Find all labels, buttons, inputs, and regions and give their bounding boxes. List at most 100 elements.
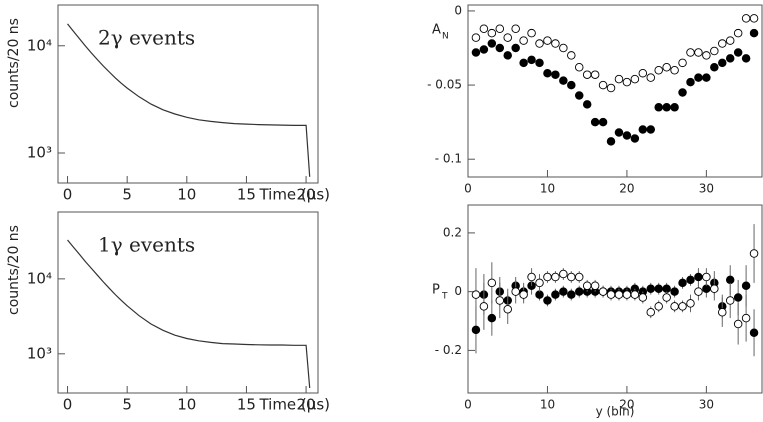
data-point xyxy=(710,63,719,72)
y-tick-label: - 0.05 xyxy=(427,78,462,92)
x-tick-label: 0 xyxy=(63,396,73,414)
data-point xyxy=(614,128,624,137)
decay-curve xyxy=(67,239,311,389)
data-point xyxy=(694,48,703,57)
data-point xyxy=(606,137,616,146)
data-point xyxy=(567,80,576,90)
x-tick-label: 20 xyxy=(619,398,634,412)
data-point xyxy=(678,88,687,97)
data-point xyxy=(733,48,743,57)
x-tick-label: 20 xyxy=(619,182,634,196)
data-point xyxy=(551,70,560,79)
data-point xyxy=(694,287,703,296)
data-point xyxy=(670,287,679,296)
data-point xyxy=(551,39,560,48)
data-point xyxy=(686,77,695,87)
data-point xyxy=(511,43,520,53)
data-point xyxy=(590,281,600,291)
x-tick-label: 5 xyxy=(122,396,132,414)
data-point xyxy=(559,43,568,53)
data-point xyxy=(503,33,512,42)
data-point xyxy=(622,77,632,87)
data-point xyxy=(551,290,560,299)
data-point xyxy=(590,117,600,127)
plot-frame xyxy=(57,4,319,184)
data-point xyxy=(702,272,711,282)
data-point xyxy=(543,272,552,282)
y-tick-label: 10⁴ xyxy=(27,36,52,54)
data-point xyxy=(654,103,663,112)
y-tick-label: 10⁴ xyxy=(27,269,52,287)
data-point xyxy=(559,76,568,85)
x-tick-label: 0 xyxy=(63,186,73,204)
panel: 0 10 20 30 0 - 0.05 - 0.1 A N xyxy=(427,3,763,196)
data-point xyxy=(574,272,584,282)
data-point xyxy=(678,302,687,311)
data-point xyxy=(741,313,751,323)
x-tick-label: 20 xyxy=(297,186,316,204)
y-tick-label: - 0.2 xyxy=(435,343,462,357)
data-point xyxy=(678,278,687,288)
data-point xyxy=(662,293,671,302)
x-axis-label: Time (μs) xyxy=(258,186,330,204)
data-point xyxy=(487,313,497,323)
data-point xyxy=(662,103,671,112)
data-point xyxy=(654,302,663,311)
data-point xyxy=(598,287,608,296)
data-point xyxy=(471,33,481,42)
data-point xyxy=(662,284,671,293)
y-tick-label: 10³ xyxy=(27,344,52,362)
x-tick-label: 15 xyxy=(237,396,256,414)
data-point xyxy=(535,290,544,299)
data-point xyxy=(686,275,695,285)
x-tick-label: 0 xyxy=(464,182,472,196)
data-point xyxy=(614,74,624,84)
decay-curve xyxy=(67,23,311,177)
data-point xyxy=(511,287,520,296)
data-point xyxy=(582,70,592,79)
data-point xyxy=(543,296,552,305)
data-point xyxy=(503,305,512,314)
data-point xyxy=(749,249,759,258)
x-tick-label: 10 xyxy=(540,182,555,196)
data-point xyxy=(718,58,727,68)
data-point xyxy=(725,54,735,63)
data-point xyxy=(741,14,751,23)
data-point xyxy=(725,296,735,305)
y-tick-label: 0 xyxy=(454,3,462,17)
data-point xyxy=(646,307,656,317)
data-point xyxy=(535,278,544,288)
y-tick-label: 0.2 xyxy=(443,225,462,239)
data-point xyxy=(574,287,584,296)
data-point xyxy=(630,134,640,143)
data-point xyxy=(733,319,743,329)
data-point xyxy=(614,290,624,299)
data-point xyxy=(646,125,656,134)
data-point xyxy=(749,14,759,23)
y-tick-label: - 0.1 xyxy=(435,152,462,166)
x-tick-label: 30 xyxy=(699,398,714,412)
data-point xyxy=(725,36,735,45)
data-point xyxy=(471,290,481,299)
data-point xyxy=(559,287,568,296)
data-point xyxy=(574,63,584,72)
data-point xyxy=(527,272,536,282)
annotation: 2γ events xyxy=(98,26,195,50)
data-point xyxy=(678,58,687,68)
y-axis-label: counts/20 ns xyxy=(6,225,22,315)
data-point xyxy=(622,131,632,140)
data-point xyxy=(733,293,743,302)
data-point xyxy=(479,24,489,33)
data-point xyxy=(567,272,576,282)
data-point xyxy=(559,269,568,279)
data-point xyxy=(527,28,536,38)
data-point xyxy=(567,290,576,299)
data-point xyxy=(718,307,727,317)
y-axis-label-sub: T xyxy=(441,292,448,302)
x-tick-label: 10 xyxy=(177,396,196,414)
x-tick-label: 10 xyxy=(540,398,555,412)
data-point xyxy=(733,28,743,38)
data-point xyxy=(749,328,759,338)
data-point xyxy=(638,125,648,134)
data-point xyxy=(495,296,505,305)
